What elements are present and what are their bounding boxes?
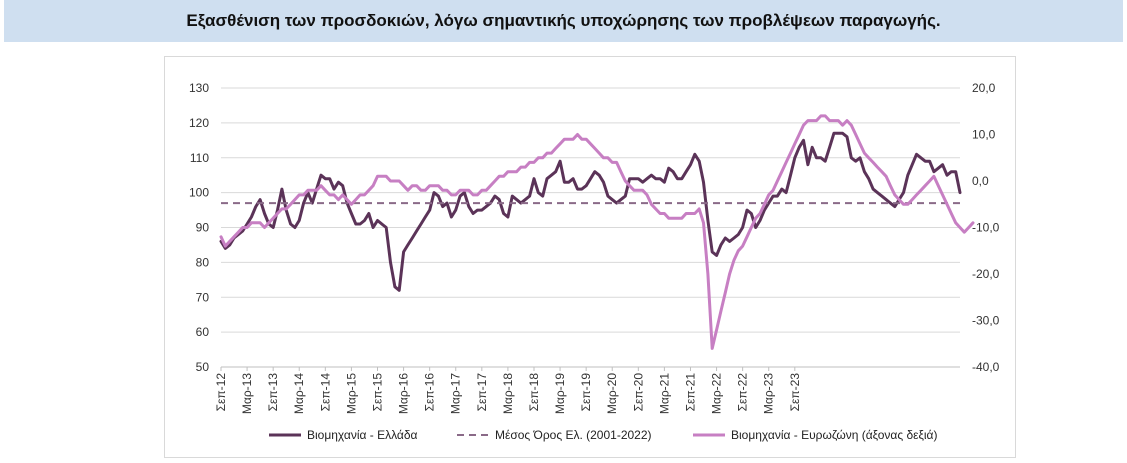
x-axis-tick-label: Μαρ-19 xyxy=(553,373,567,414)
line-chart: 50 60 70 80 90 100 110 120 130 -40,0 -30,0 -20,0 -10… xyxy=(189,81,1000,442)
x-axis-tick-label: Σεπ-19 xyxy=(579,373,593,412)
x-axis-tick-label: Μαρ-14 xyxy=(292,373,306,414)
chart-frame: 50 60 70 80 90 100 110 120 130 -40,0 -30,0 -20,0 -10… xyxy=(164,56,1016,458)
legend-eurozone-label: Βιομηχανία - Ευρωζώνη (άξονας δεξιά) xyxy=(731,428,937,442)
legend-average-label: Μέσος Όρος Ελ. (2001-2022) xyxy=(495,428,652,442)
left-axis-tick-label: 60 xyxy=(196,325,210,339)
right-axis-tick-label: 10,0 xyxy=(972,128,996,142)
right-axis-tick-label: -30,0 xyxy=(972,314,1000,328)
left-axis-tick-label: 90 xyxy=(196,221,210,235)
x-axis-tick-label: Μαρ-18 xyxy=(501,373,515,414)
page-title: Εξασθένιση των προσδοκιών, λόγω σημαντικ… xyxy=(186,11,941,30)
left-axis-tick-label: 50 xyxy=(196,360,210,374)
x-axis-tick-label: Μαρ-20 xyxy=(605,373,619,414)
x-axis-tick-label: Μαρ-23 xyxy=(762,373,776,414)
left-axis-tick-label: 70 xyxy=(196,290,210,304)
right-axis-tick-label: -40,0 xyxy=(972,360,1000,374)
x-axis-tick-label: Σεπ-18 xyxy=(527,373,541,412)
left-axis-tick-label: 110 xyxy=(190,151,209,165)
greece-industry-line xyxy=(219,131,962,292)
x-axis-tick-label: Μαρ-15 xyxy=(344,373,358,414)
title-banner: Εξασθένιση των προσδοκιών, λόγω σημαντικ… xyxy=(4,0,1123,42)
legend-greece-label: Βιομηχανία - Ελλάδα xyxy=(307,428,418,442)
left-axis-tick-label: 80 xyxy=(196,255,210,269)
right-axis-tick-label: -20,0 xyxy=(972,267,1000,281)
x-axis-tick-label: Σεπ-12 xyxy=(214,373,228,412)
left-axis-tick-label: 130 xyxy=(189,81,209,95)
x-axis-tick-label: Μαρ-22 xyxy=(710,373,724,414)
x-axis-tick-label: Μαρ-13 xyxy=(240,373,254,414)
x-axis-tick-label: Σεπ-17 xyxy=(475,373,489,412)
x-axis-tick-label: Σεπ-20 xyxy=(631,373,645,412)
left-axis-tick-label: 120 xyxy=(189,116,209,130)
x-axis-tick-label: Σεπ-21 xyxy=(683,373,697,412)
x-axis-tick-label: Σεπ-16 xyxy=(423,373,437,412)
right-axis-tick-label: -10,0 xyxy=(972,221,1000,235)
left-axis-tick-label: 100 xyxy=(189,186,209,200)
x-axis-tick-label: Μαρ-21 xyxy=(657,373,671,414)
right-axis-tick-label: 20,0 xyxy=(972,81,996,95)
x-axis-tick-label: Σεπ-23 xyxy=(788,373,802,412)
x-axis-tick-label: Μαρ-17 xyxy=(449,373,463,414)
right-axis-tick-label: 0,0 xyxy=(972,174,989,188)
x-axis-tick-label: Σεπ-22 xyxy=(736,373,750,412)
x-axis-tick-label: Σεπ-15 xyxy=(370,373,384,412)
x-axis-tick-label: Μαρ-16 xyxy=(397,373,411,414)
x-axis-tick-label: Σεπ-13 xyxy=(266,373,280,412)
eurozone-industry-line xyxy=(219,114,975,350)
x-axis-tick-label: Σεπ-14 xyxy=(318,373,332,412)
